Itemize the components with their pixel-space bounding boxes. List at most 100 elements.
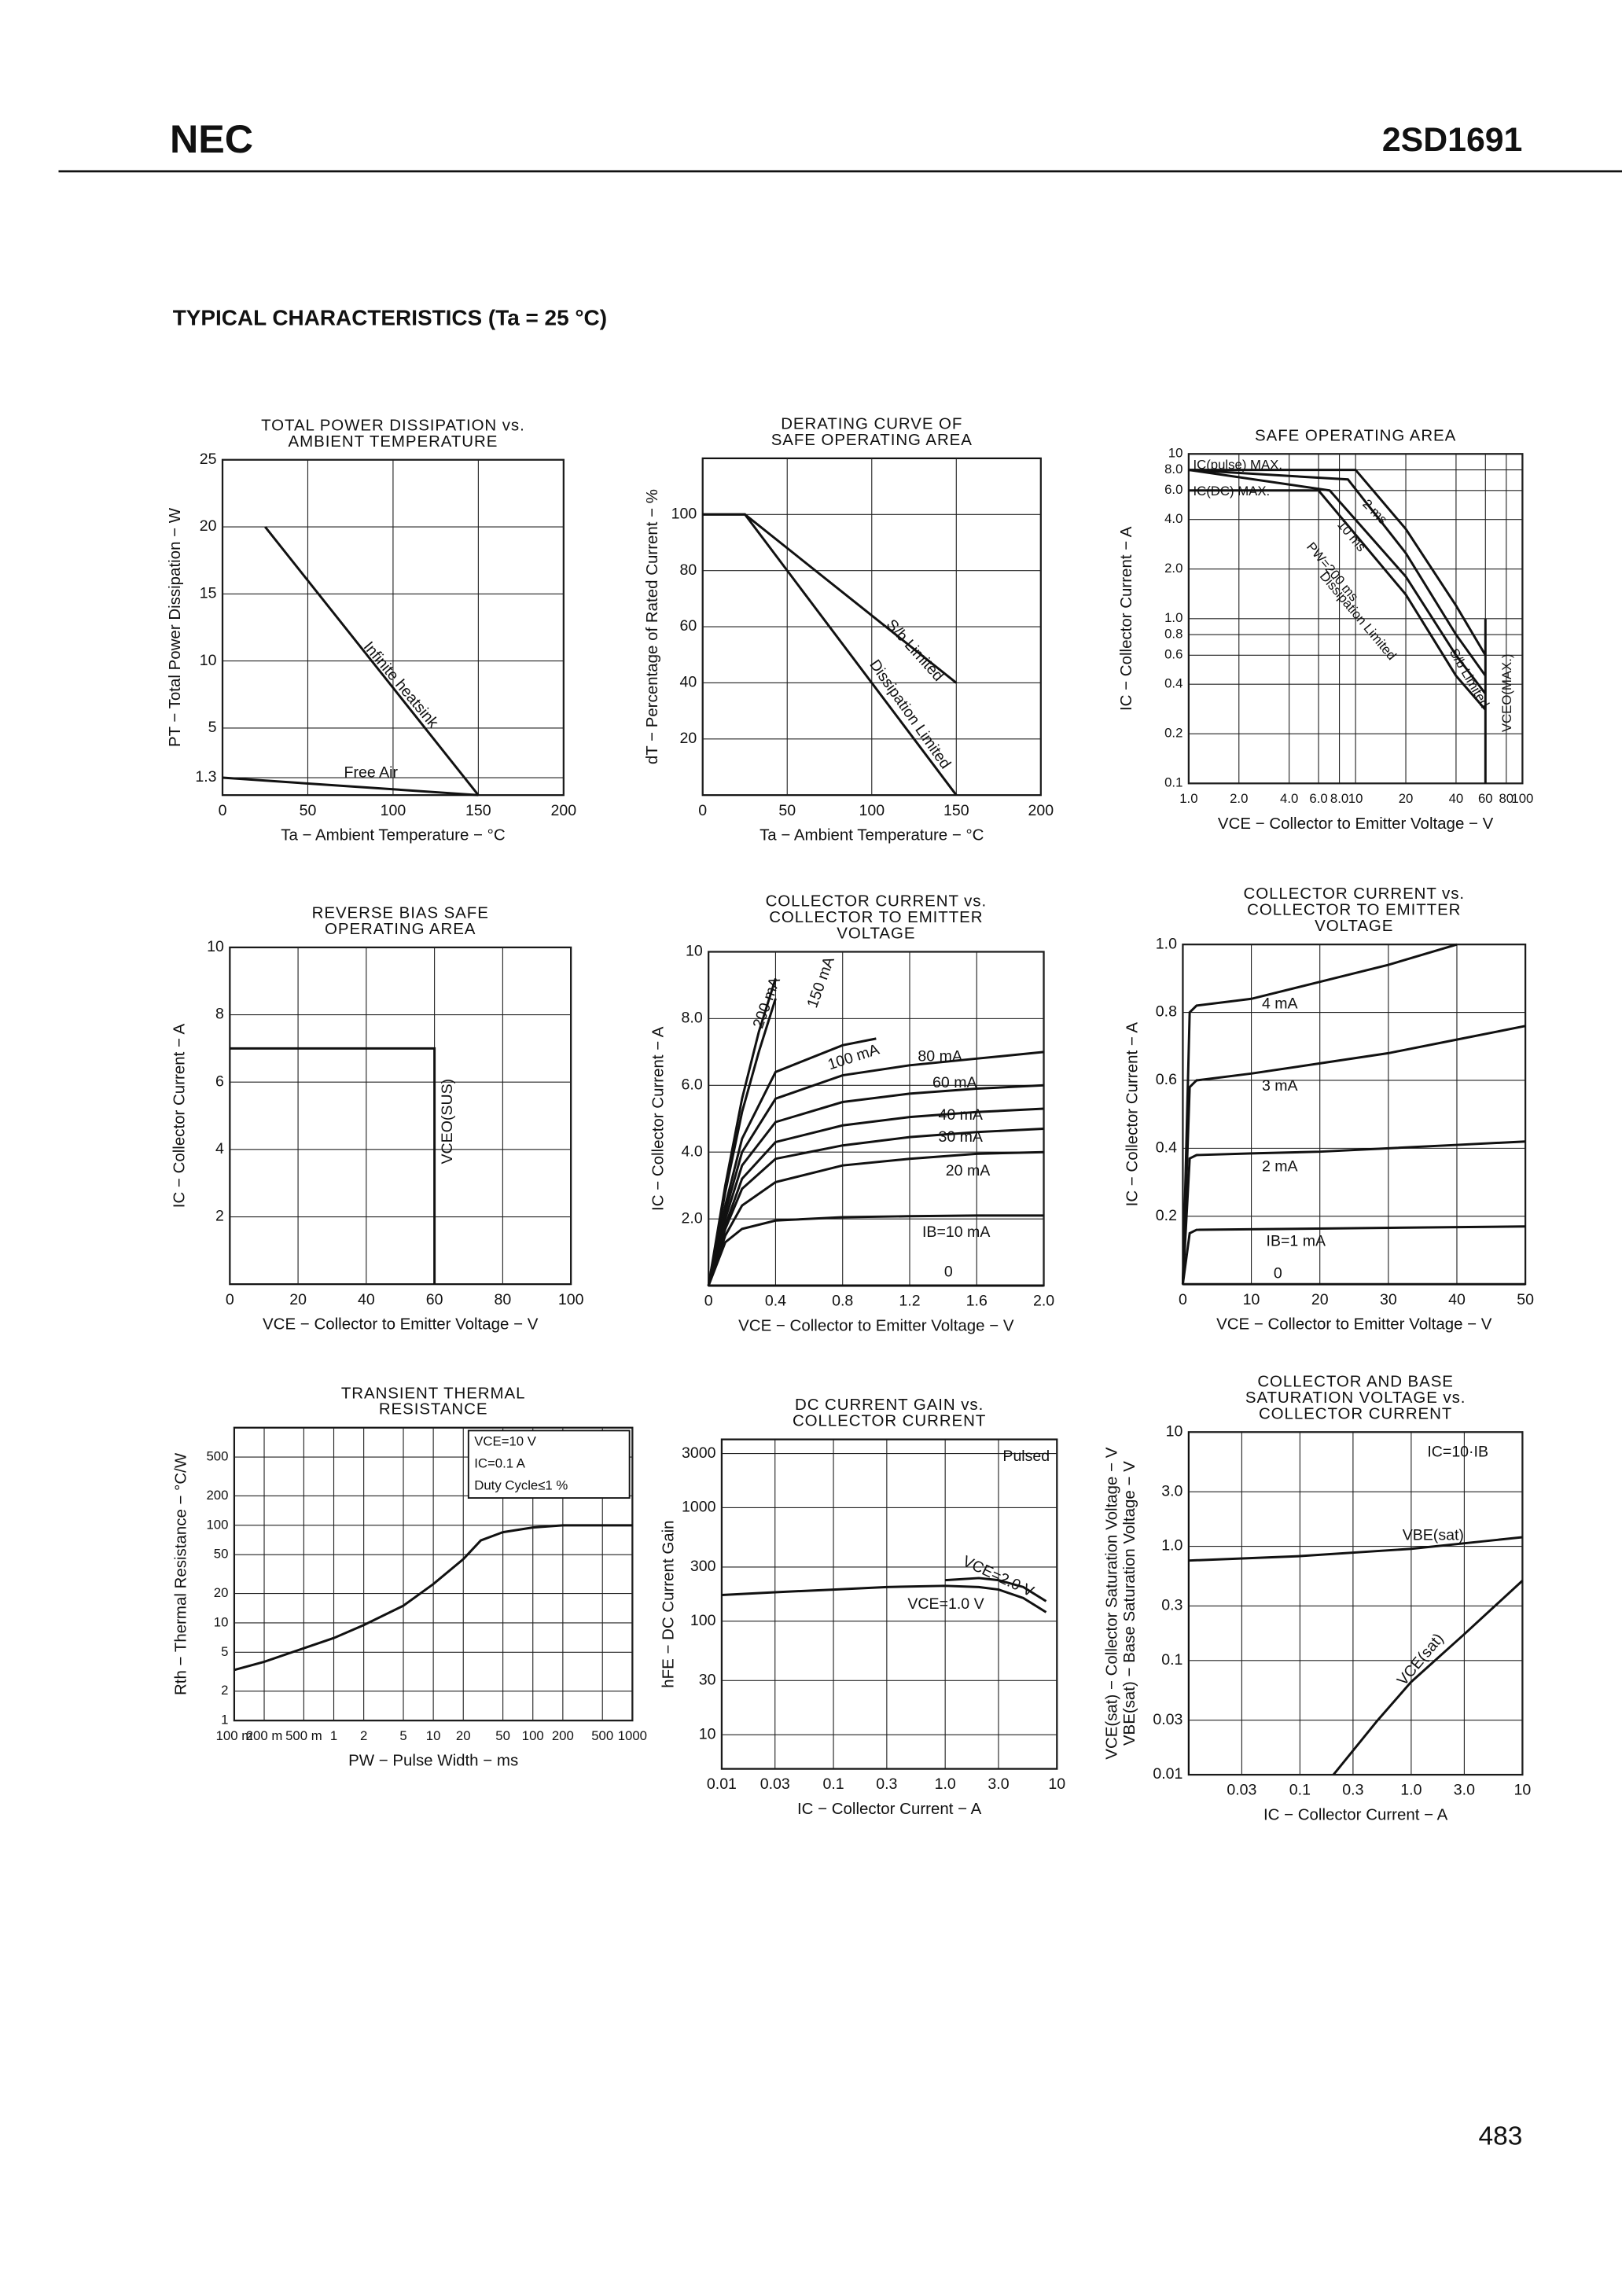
y-tick-label: 2.0: [682, 1209, 703, 1227]
page-number: 483: [1478, 2122, 1522, 2151]
annotation: Duty Cycle≤1 %: [474, 1478, 568, 1493]
data-curve: [1188, 469, 1487, 695]
data-curve: [1188, 489, 1487, 711]
y-tick-label: 60: [680, 617, 697, 635]
y-tick-label: 1.0: [1156, 935, 1177, 952]
data-curve: [945, 1577, 1047, 1602]
x-tick-label: 60: [1478, 791, 1493, 806]
curve-label: IB=10 mA: [922, 1223, 990, 1241]
y-tick-label: 3.0: [1161, 1482, 1182, 1499]
y-tick-label: 10: [200, 652, 217, 669]
x-tick-label: 0: [226, 1291, 234, 1308]
y-tick-label: 3000: [682, 1444, 716, 1462]
y-tick-label: 10: [214, 1614, 229, 1629]
y-tick-label: 1.0: [1164, 610, 1182, 625]
y-tick-label: 5: [221, 1644, 228, 1659]
annotation: IC=10·IB: [1427, 1444, 1488, 1461]
y-tick-label: 40: [680, 674, 697, 691]
annotation: VCE=10 V: [474, 1434, 536, 1449]
x-tick-label: 200: [1028, 802, 1054, 819]
y-tick-label: 10: [207, 938, 224, 955]
x-tick-label: 100 m: [216, 1728, 253, 1743]
y-tick-label: 2: [221, 1683, 228, 1698]
chart-title: COLLECTOR CURRENT vs.: [1244, 885, 1466, 903]
x-tick-label: 500: [591, 1728, 613, 1743]
y-tick-label: 0.01: [1153, 1765, 1182, 1783]
x-tick-label: 20: [456, 1728, 471, 1743]
chart-title: TOTAL POWER DISSIPATION vs.: [261, 416, 525, 434]
x-tick-label: 1.0: [1400, 1782, 1422, 1799]
curve-label: 60 mA: [932, 1074, 977, 1091]
curve-label: 20 mA: [946, 1162, 990, 1179]
x-tick-label: 50: [778, 802, 796, 819]
curve-label: Free Air: [344, 763, 399, 781]
data-curve: [264, 526, 480, 797]
plot-frame: [229, 946, 572, 1286]
y-tick-label: 25: [200, 451, 217, 468]
chart-title: AMBIENT TEMPERATURE: [289, 432, 498, 451]
curve-label: VCE(sat): [1394, 1630, 1447, 1689]
y-tick-label: 6.0: [1164, 482, 1182, 497]
y-tick-label: 0.6: [1156, 1071, 1177, 1088]
chart-title: DC CURRENT GAIN vs.: [795, 1396, 984, 1414]
data-curve: [702, 513, 958, 797]
x-tick-label: 2: [360, 1728, 367, 1743]
data-curve: [234, 1524, 633, 1672]
curve-label: 0: [944, 1263, 953, 1280]
curve-label: Infinite heatsink: [360, 638, 442, 731]
y-tick-label: 20: [680, 730, 697, 747]
x-tick-label: 100: [859, 802, 885, 819]
y-tick-label: 20: [214, 1585, 229, 1600]
x-tick-label: 500 m: [285, 1728, 322, 1743]
y-tick-label: 200: [207, 1488, 229, 1503]
annotation: IC(DC) MAX.: [1193, 484, 1270, 499]
y-tick-label: 30: [699, 1671, 716, 1688]
x-axis-label: IC − Collector Current − A: [1263, 1806, 1448, 1824]
data-curve: [1181, 1140, 1526, 1285]
data-curve: [707, 1050, 1044, 1286]
x-tick-label: 1: [330, 1728, 337, 1743]
section-title: TYPICAL CHARACTERISTICS (Ta = 25 °C): [173, 305, 607, 329]
y-tick-label: 0.03: [1153, 1711, 1182, 1728]
curve-label: IB=1 mA: [1267, 1232, 1326, 1249]
y-tick-label: 0.6: [1164, 647, 1182, 662]
x-axis-label: IC − Collector Current − A: [797, 1800, 982, 1818]
data-curve: [1188, 469, 1487, 677]
x-axis-label: Ta − Ambient Temperature − °C: [281, 826, 505, 844]
chart-title: COLLECTOR CURRENT: [793, 1412, 986, 1430]
data-curve: [230, 1047, 436, 1285]
x-tick-label: 40: [1449, 791, 1464, 806]
y-axis-label: IC − Collector Current − A: [1124, 1022, 1142, 1207]
data-curve: [707, 1084, 1044, 1286]
y-tick-label: 6: [215, 1073, 224, 1090]
annotation: IC=0.1 A: [474, 1456, 526, 1471]
chart-title: COLLECTOR TO EMITTER: [769, 908, 983, 926]
note-box: [467, 1429, 631, 1499]
x-tick-label: 30: [1380, 1291, 1397, 1308]
curve-label: 4 mA: [1262, 995, 1298, 1013]
data-curve: [222, 776, 479, 797]
x-tick-label: 1.2: [899, 1293, 920, 1310]
curve-label: 80 mA: [918, 1048, 962, 1065]
annotation: Dissipation Limited: [1317, 568, 1399, 663]
y-axis-label: dT − Percentage of Rated Current − %: [643, 489, 661, 764]
curve-label: 150 mA: [804, 955, 838, 1010]
curve-label: 3 mA: [1262, 1077, 1298, 1095]
y-tick-label: 4.0: [1164, 511, 1182, 526]
x-tick-label: 0.01: [707, 1775, 737, 1793]
x-tick-label: 2.0: [1033, 1293, 1054, 1310]
y-axis-label: IC − Collector Current − A: [649, 1026, 667, 1211]
curve-label: 2 mA: [1262, 1157, 1298, 1175]
x-axis-label: PW − Pulse Width − ms: [348, 1752, 518, 1770]
chart-title: REVERSE BIAS SAFE: [312, 903, 489, 922]
x-tick-label: 20: [1399, 791, 1414, 806]
y-tick-label: 100: [207, 1517, 229, 1532]
curve-label: VCE=1.0 V: [907, 1595, 984, 1613]
chart-title: OPERATING AREA: [325, 920, 476, 938]
chart-title: SATURATION VOLTAGE vs.: [1245, 1389, 1466, 1407]
y-tick-label: 0.1: [1164, 775, 1182, 790]
x-tick-label: 1.0: [935, 1775, 956, 1793]
annotation: VCEO(MAX.): [1499, 654, 1514, 733]
y-axis-label: PT − Total Power Dissipation − W: [166, 507, 184, 747]
